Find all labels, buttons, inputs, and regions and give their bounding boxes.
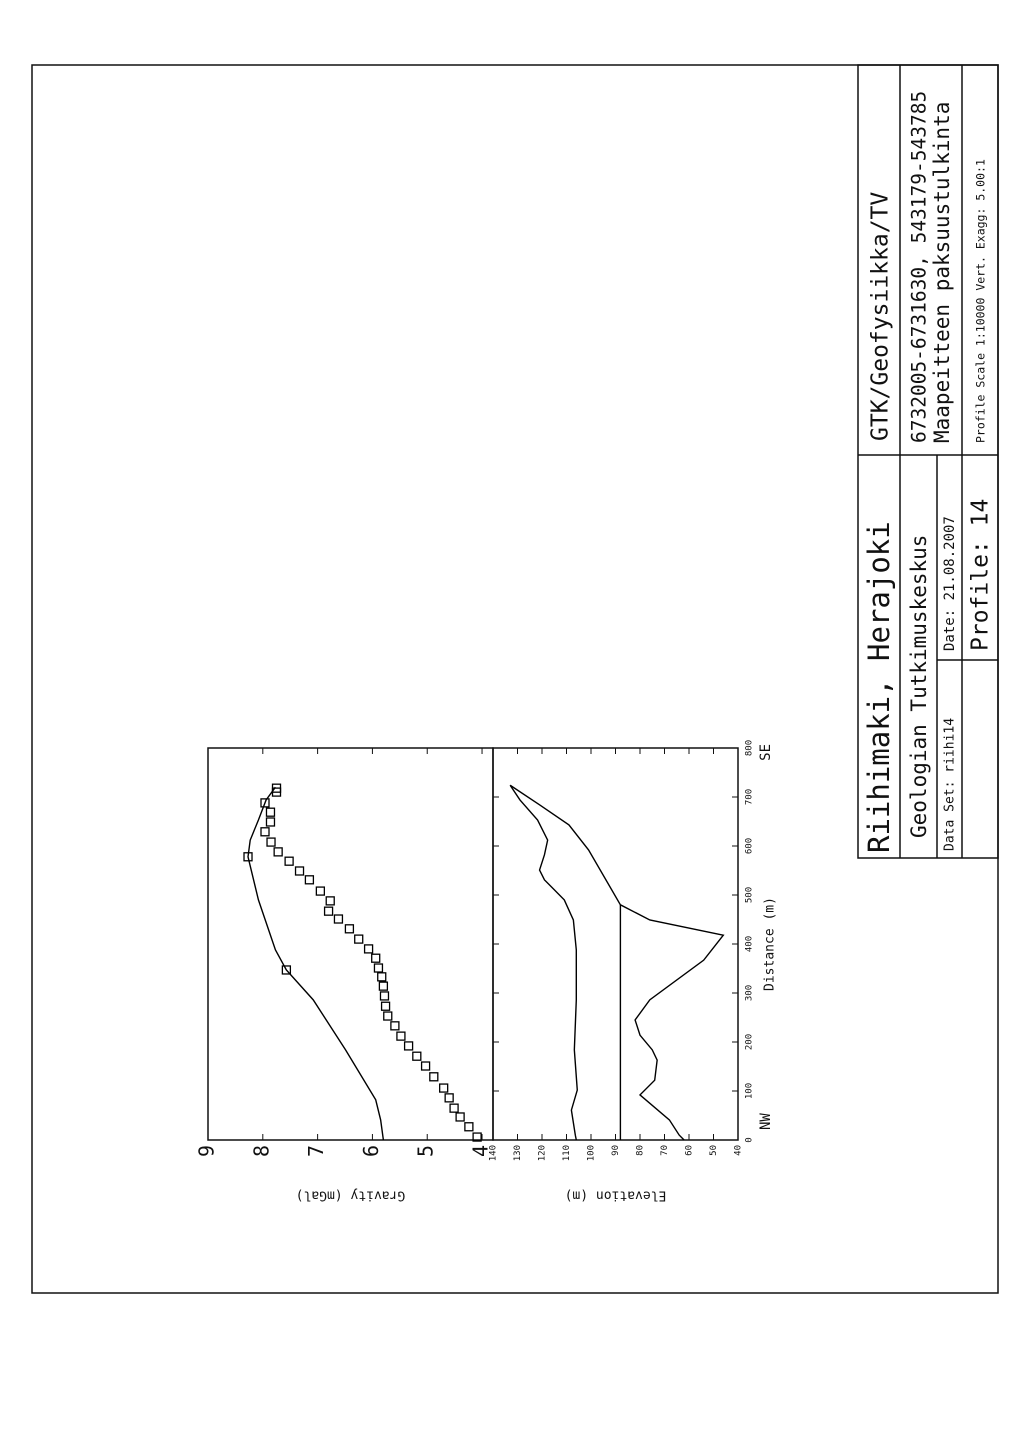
scale: Profile Scale 1:10000 Vert. Exagg: 5.00:… [974,159,988,443]
data-point [383,1011,393,1021]
x-tick-label: 300 [745,985,755,1001]
data-point [377,972,387,982]
data-point [472,1132,482,1142]
x-tick-label: 200 [745,1034,755,1050]
y-tick-label: 110 [562,1145,572,1161]
data-point [371,953,381,963]
data-line [509,784,725,1141]
x-tick-label: 700 [745,789,755,805]
y-axis-label: Gravity (mGal) [296,1188,406,1203]
data-point [325,896,335,906]
plot-frame [492,747,739,1141]
x-tick-label: 800 [745,740,755,756]
data-point [281,965,292,975]
data-point [265,817,276,827]
x-tick-label: 0 [745,1137,755,1142]
y-tick-label: 5 [414,1145,438,1157]
data-point [464,1122,474,1132]
data-line [247,786,385,1141]
y-tick-label: 90 [611,1145,621,1156]
data-point [344,924,355,934]
data-point [429,1072,439,1082]
data-point [455,1112,465,1122]
data-point [315,886,326,896]
y-tick-label: 50 [709,1145,719,1156]
data-line [509,784,578,1141]
data-point [265,807,276,817]
x-end-label: SE [758,744,774,761]
data-point [354,934,364,944]
x-axis-label: Distance (m) [763,897,778,991]
data-point [420,1061,431,1071]
data-point [284,856,294,866]
data-point [412,1051,422,1061]
date: Date: 21.08.2007 [942,516,958,651]
y-tick-label: 4 [469,1145,493,1157]
data-point [271,783,282,793]
data-point [363,944,374,954]
y-tick-label: 60 [685,1145,695,1156]
data-point [396,1031,406,1041]
data-point [449,1103,459,1113]
data-point [323,906,334,916]
coordinates: 6732005-6731630, 543179-543785 [908,91,931,443]
organization: Geologian Tutkimuskeskus [907,535,931,838]
data-point [260,798,270,808]
y-tick-label: 70 [660,1145,670,1156]
x-tick-label: 400 [745,936,755,952]
y-tick-label: 9 [195,1145,219,1157]
data-point [439,1083,449,1093]
x-end-label: NW [758,1113,774,1130]
data-point [390,1021,400,1031]
description: Maapeitteen paksuustulkinta [930,102,954,443]
x-tick-label: 500 [745,887,755,903]
title-block [857,64,999,859]
department: GTK/Geofysiikka/TV [868,192,894,441]
data-point [403,1041,414,1051]
data-point [379,991,390,1001]
y-tick-label: 7 [304,1145,328,1157]
data-point [294,866,305,876]
data-point [373,963,384,973]
y-axis-label: Elevation (m) [565,1188,667,1203]
data-set: Data Set: riihi14 [943,718,958,851]
x-tick-label: 600 [745,838,755,854]
data-point [380,1001,391,1011]
rotated-sheet: Riihimaki, Herajoki GTK/Geofysiikka/TV G… [195,64,999,1203]
page-frame [31,64,999,1294]
data-point [304,875,315,885]
y-tick-label: 100 [587,1145,597,1161]
y-tick-label: 6 [359,1145,383,1157]
y-tick-label: 120 [538,1145,548,1161]
title: Riihimaki, Herajoki [862,521,896,853]
y-tick-label: 8 [249,1145,273,1157]
data-point [444,1093,454,1103]
x-tick-label: 100 [745,1083,755,1099]
data-point [378,981,389,991]
y-tick-label: 140 [489,1145,499,1161]
data-point [273,847,283,857]
y-tick-label: 130 [513,1145,523,1161]
profile: Profile: 14 [968,499,994,651]
plot-frame [207,747,494,1141]
data-point [333,914,344,924]
y-tick-label: 40 [734,1145,744,1156]
data-point [266,837,276,847]
y-tick-label: 80 [636,1145,646,1156]
data-point [260,827,270,837]
